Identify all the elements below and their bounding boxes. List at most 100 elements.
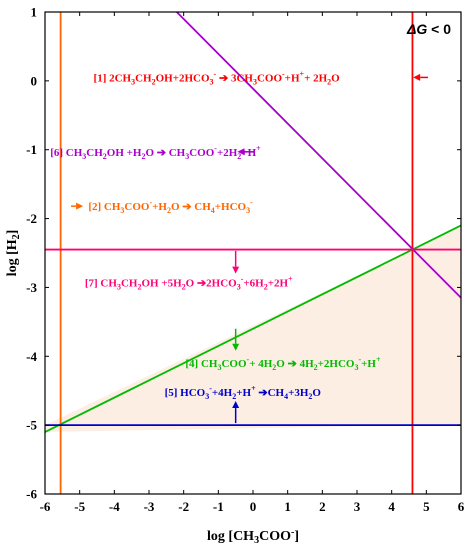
reaction-label-r1-part-13: +: [300, 69, 305, 78]
reaction-label-r7-part-12: 2: [264, 283, 268, 292]
delta-g-symbol: ΔG: [406, 21, 427, 37]
reaction-label-r1-part-16: O: [331, 72, 340, 84]
reaction-label-r1-part-11: -: [282, 69, 285, 78]
reaction-label-r4-part-4: + 4H: [249, 358, 273, 370]
y-tick-label: -3: [26, 280, 37, 295]
x-tick-label: -6: [40, 499, 51, 514]
x-tick-label: 6: [458, 499, 465, 514]
reaction-label-r2-part-4: +H: [152, 201, 167, 213]
reaction-label-r2-part-0: [2] CH: [88, 201, 121, 213]
reaction-label-r6-part-1: 3: [82, 152, 86, 161]
reaction-label-r4-part-6: O: [276, 358, 285, 370]
reaction-label-r7-part-5: 2: [182, 283, 186, 292]
y-axis-label-group: log [H2]: [5, 230, 22, 277]
y-axis-label: log [H2]: [5, 230, 22, 277]
arrow-head-a1: [413, 73, 421, 81]
x-tick-label: 0: [250, 499, 257, 514]
reaction-label-r7-part-14: +: [288, 275, 293, 284]
x-tick-label: -3: [144, 499, 155, 514]
reaction-label-r7-part-2: CH: [121, 278, 138, 290]
y-tick-label: 0: [31, 73, 38, 88]
reaction-label-r2: [2] CH3COO-+H2O ➔ CH4+HCO3-: [88, 198, 253, 215]
reaction-label-r7-part-9: 3: [237, 283, 241, 292]
reaction-label-r5-part-12: O: [312, 387, 321, 399]
y-axis-label-close: ]: [5, 230, 20, 235]
reaction-label-r7-part-4: OH +5H: [141, 278, 182, 290]
x-tick-label: -4: [109, 499, 120, 514]
reaction-label-r1-part-10: COO: [257, 72, 283, 84]
reaction-label-r4-part-8: 4H: [300, 358, 315, 370]
reaction-label-r4-part-9: 2: [314, 363, 318, 372]
reaction-label-r6-part-15: +: [256, 144, 261, 153]
reaction-label-r7-part-13: +2H: [268, 278, 289, 290]
reaction-label-r5-part-0: [5] HCO: [165, 387, 206, 399]
reaction-label-r7-part-6: O: [186, 278, 195, 290]
reaction-label-r7-part-11: +6H: [243, 278, 264, 290]
reaction-label-r6-part-5: 2: [141, 152, 145, 161]
y-tick-label: -5: [26, 418, 37, 433]
reaction-label-r1-part-7: ➔: [216, 72, 231, 84]
reaction-lines-layer: [44, 11, 462, 494]
arrow-a4: [232, 328, 240, 351]
y-axis-label-sub: 2: [11, 234, 22, 239]
reaction-label-r4-part-3: -: [247, 355, 250, 364]
reaction-label-r4-part-12: -: [358, 355, 361, 364]
reaction-label-r6-part-2: CH: [86, 147, 103, 159]
arrow-head-a4: [232, 343, 240, 351]
reaction-label-r5-part-2: -: [209, 384, 212, 393]
reaction-label-r6-part-9: 3: [185, 152, 189, 161]
reaction-label-r5: [5] HCO3-+4H2+H+ ➔CH4+3H2O: [165, 384, 322, 401]
x-axis-label-sup: -: [291, 527, 294, 538]
reaction-label-r4-part-5: 2: [272, 363, 276, 372]
reaction-label-r5-part-1: 3: [205, 392, 209, 401]
x-tick-label: 1: [284, 499, 291, 514]
reaction-line-r4: [44, 224, 462, 433]
reaction-label-r2-part-3: -: [149, 198, 152, 207]
reaction-label-r4-part-0: [4] CH: [185, 358, 218, 370]
y-tick-label: -2: [26, 211, 37, 226]
reaction-label-r2-part-12: -: [250, 198, 253, 207]
y-tick-label: -6: [26, 487, 37, 502]
reaction-label-r7-part-8: 2HCO: [206, 278, 237, 290]
reaction-label-r1-part-5: 3: [210, 77, 214, 86]
arrow-a6: [237, 148, 255, 156]
reaction-label-r4-part-11: 3: [354, 363, 358, 372]
arrow-head-a6: [237, 148, 245, 156]
arrows-layer: [71, 73, 429, 424]
reaction-label-r5-part-6: +: [251, 384, 256, 393]
reaction-label-r2-part-5: 2: [167, 206, 171, 215]
reaction-label-r1-part-8: 3CH: [231, 72, 253, 84]
reaction-label-r2-part-11: 3: [246, 206, 250, 215]
reaction-label-r1-part-15: 2: [327, 77, 331, 86]
reaction-label-r4: [4] CH3COO-+ 4H2O ➔ 4H2+2HCO3-+H+: [185, 355, 381, 372]
reaction-label-r1-part-14: + 2H: [304, 72, 328, 84]
x-tick-label: -5: [74, 499, 85, 514]
reaction-label-r7-part-0: [7] CH: [85, 278, 118, 290]
reaction-label-r1-part-4: OH+2HCO: [156, 72, 210, 84]
arrow-a2: [71, 202, 84, 210]
reaction-label-r2-part-2: COO: [124, 201, 150, 213]
x-axis-label-tail: COO: [259, 529, 291, 544]
x-tick-label: 3: [354, 499, 361, 514]
reaction-label-r1-part-6: -: [214, 69, 217, 78]
delta-g-annotation: ΔG < 0: [406, 21, 451, 37]
reaction-label-r7-part-1: 3: [117, 283, 121, 292]
reaction-label-r1-part-2: CH: [135, 72, 152, 84]
reaction-label-r6: [6] CH3CH2OH +H2O ➔ CH3COO-+2H2+H+: [50, 144, 261, 161]
reaction-label-r2-part-6: O: [171, 201, 180, 213]
x-tick-label: -1: [213, 499, 224, 514]
reaction-label-r6-part-7: ➔: [154, 147, 169, 159]
x-axis-label-sub: 3: [254, 535, 259, 546]
arrow-a1: [413, 73, 429, 81]
arrow-head-a2: [76, 202, 84, 210]
reaction-label-r5-part-11: 2: [308, 392, 312, 401]
reaction-label-r1-part-12: +H: [285, 72, 300, 84]
x-axis-label: log [CH3COO-]: [207, 527, 299, 546]
reaction-labels-layer: [1] 2CH3CH2OH+2HCO3- ➔ 3CH3COO-+H++ 2H2O…: [50, 69, 381, 401]
y-tick-label: 1: [31, 5, 38, 20]
reaction-label-r6-part-12: +2H: [217, 147, 238, 159]
reaction-label-r6-part-6: O: [145, 147, 154, 159]
reaction-label-r6-part-14: +H: [241, 147, 256, 159]
reaction-label-r1-part-3: 2: [152, 77, 156, 86]
reaction-label-r7-part-7: ➔: [194, 278, 207, 290]
